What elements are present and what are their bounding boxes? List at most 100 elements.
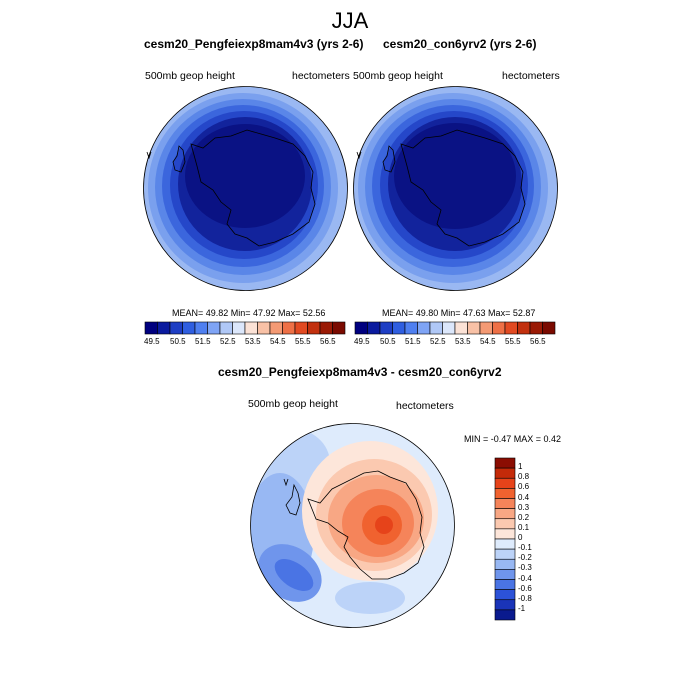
panel1-map	[143, 86, 348, 291]
colorbar-swatch	[454, 321, 468, 335]
colorbar-swatch	[354, 321, 368, 335]
panel1-units-label: hectometers	[292, 70, 350, 82]
colorbar-swatch	[307, 321, 321, 335]
diff-map	[250, 423, 455, 628]
panel2-colorbar-labels: 49.5 50.5 51.5 52.5 53.5 54.5 55.5 56.5	[354, 337, 555, 349]
diff-cb-label: -1	[518, 603, 526, 613]
colorbar-swatch	[494, 518, 516, 530]
panel2-units-label: hectometers	[502, 70, 560, 82]
diff-cb-label: -0.4	[518, 573, 532, 583]
colorbar-swatch	[244, 321, 258, 335]
panel2-map	[353, 86, 558, 291]
colorbar-swatch	[494, 558, 516, 570]
colorbar-swatch	[494, 477, 516, 489]
colorbar-swatch	[144, 321, 158, 335]
colorbar-swatch	[517, 321, 531, 335]
colorbar-swatch	[219, 321, 233, 335]
diff-cb-label: 0.1	[518, 522, 530, 532]
diff-cb-label: 0.3	[518, 502, 530, 512]
colorbar-swatch	[494, 599, 516, 611]
panel2-cb-label: 56.5	[530, 337, 546, 346]
panel2-colorbar	[354, 321, 556, 335]
panel1-cb-label: 56.5	[320, 337, 336, 346]
colorbar-swatch	[542, 321, 556, 335]
colorbar-swatch	[494, 589, 516, 601]
colorbar-swatch	[319, 321, 333, 335]
diff-cb-label: 0.6	[518, 482, 530, 492]
panel1-cb-label: 53.5	[245, 337, 261, 346]
colorbar-swatch	[494, 548, 516, 560]
diff-cb-label: 0.4	[518, 492, 530, 502]
colorbar-swatch	[494, 538, 516, 550]
panel1-cb-label: 52.5	[220, 337, 236, 346]
panel2-cb-label: 51.5	[405, 337, 421, 346]
panel2-cb-label: 54.5	[480, 337, 496, 346]
panel1-coastline	[190, 129, 316, 247]
colorbar-swatch	[442, 321, 456, 335]
figure-title: JJA	[331, 8, 369, 33]
colorbar-swatch	[494, 579, 516, 590]
panel1-cb-label: 55.5	[295, 337, 311, 346]
diff-title: cesm20_Pengfeiexp8mam4v3 - cesm20_con6yr…	[218, 365, 502, 379]
colorbar-swatch	[282, 321, 296, 335]
colorbar-swatch	[494, 457, 516, 469]
diff-colorbar	[494, 457, 516, 621]
diff-stats: MIN = -0.47 MAX = 0.42	[464, 434, 562, 444]
panel1-title: cesm20_Pengfeiexp8mam4v3 (yrs 2-6)	[144, 37, 364, 51]
colorbar-swatch	[494, 498, 516, 509]
colorbar-swatch	[392, 321, 406, 335]
colorbar-swatch	[529, 321, 543, 335]
diff-cb-label: -0.3	[518, 563, 532, 573]
colorbar-swatch	[332, 321, 346, 335]
colorbar-swatch	[257, 321, 271, 335]
panel1-cb-label: 54.5	[270, 337, 286, 346]
diff-cb-label: -0.1	[518, 543, 532, 553]
colorbar-swatch	[157, 321, 171, 335]
colorbar-swatch	[367, 321, 381, 335]
colorbar-swatch	[494, 488, 516, 499]
colorbar-swatch	[404, 321, 418, 335]
colorbar-swatch	[194, 321, 208, 335]
diff-cb-label: -0.8	[518, 593, 532, 603]
panel2-cb-label: 53.5	[455, 337, 471, 346]
colorbar-swatch	[169, 321, 183, 335]
colorbar-swatch	[182, 321, 196, 335]
panel1-cb-label: 50.5	[170, 337, 186, 346]
colorbar-swatch	[232, 321, 246, 335]
diff-colorbar-labels: 1 0.8 0.6 0.4 0.3 0.2 0.1 0 -0.1 -0.2 -0.3 -0.4 -0.6…	[518, 458, 558, 620]
colorbar-swatch	[494, 508, 516, 520]
panel1-stats: MEAN= 49.82 Min= 47.92 Max= 52.56	[172, 308, 326, 318]
diff-cb-label: 1	[518, 462, 523, 472]
diff-cb-label: 0.8	[518, 472, 530, 482]
panel2-cb-label: 50.5	[380, 337, 396, 346]
panel2-variable-label: 500mb geop height	[353, 70, 443, 82]
colorbar-swatch	[494, 467, 516, 479]
colorbar-swatch	[429, 321, 443, 335]
colorbar-swatch	[504, 321, 518, 335]
colorbar-swatch	[207, 321, 221, 335]
colorbar-swatch	[494, 528, 516, 540]
panel1-cb-label: 51.5	[195, 337, 211, 346]
diff-cb-label: 0	[518, 533, 523, 542]
diff-coastline	[307, 470, 425, 580]
colorbar-swatch	[494, 569, 516, 580]
diff-cb-label: -0.6	[518, 583, 532, 593]
diff-cb-label: 0.2	[518, 512, 530, 522]
colorbar-swatch	[492, 321, 506, 335]
diff-cb-label: -0.2	[518, 553, 532, 563]
panel2-cb-label: 55.5	[505, 337, 521, 346]
panel1-colorbar-labels: 49.5 50.5 51.5 52.5 53.5 54.5 55.5 56.5	[144, 337, 345, 349]
panel1-colorbar	[144, 321, 346, 335]
panel2-cb-label: 49.5	[354, 337, 370, 346]
colorbar-swatch	[294, 321, 308, 335]
diff-variable-label: 500mb geop height	[248, 398, 338, 410]
panel1-variable-label: 500mb geop height	[145, 70, 235, 82]
colorbar-swatch	[417, 321, 431, 335]
colorbar-swatch	[379, 321, 393, 335]
panel2-stats: MEAN= 49.80 Min= 47.63 Max= 52.87	[382, 308, 536, 318]
colorbar-swatch	[479, 321, 493, 335]
panel2-title: cesm20_con6yrv2 (yrs 2-6)	[383, 37, 537, 51]
colorbar-swatch	[269, 321, 283, 335]
colorbar-swatch	[467, 321, 481, 335]
diff-units-label: hectometers	[396, 400, 454, 412]
